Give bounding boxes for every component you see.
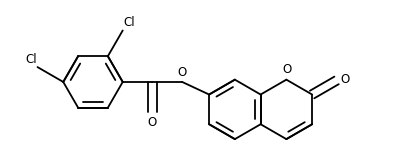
- Text: Cl: Cl: [124, 16, 135, 29]
- Text: O: O: [341, 73, 350, 86]
- Text: O: O: [283, 63, 292, 76]
- Text: O: O: [148, 116, 157, 129]
- Text: O: O: [177, 66, 187, 79]
- Text: Cl: Cl: [25, 53, 36, 66]
